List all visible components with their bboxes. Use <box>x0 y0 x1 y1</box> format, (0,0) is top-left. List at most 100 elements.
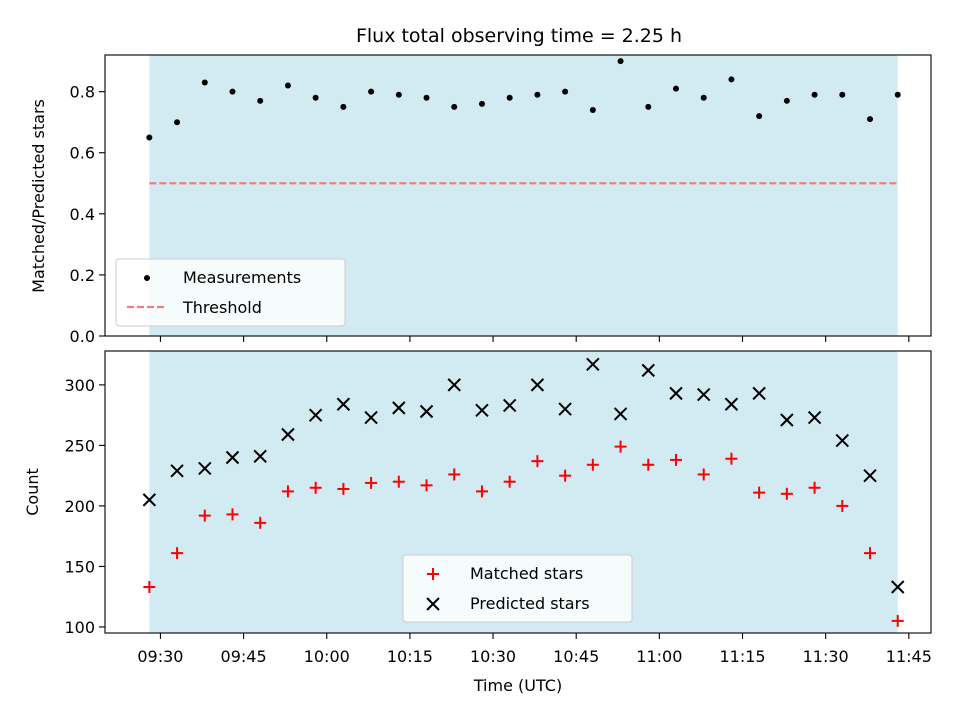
predicted-star-point <box>863 468 877 483</box>
top-y-tick-label: 0.2 <box>70 266 95 285</box>
measurement-point <box>451 103 458 110</box>
bottom-y-axis-label: Count <box>23 468 42 516</box>
predicted-star-point <box>530 378 545 392</box>
x-tick-label: 10:30 <box>470 647 516 666</box>
matched-star-point <box>503 475 516 488</box>
predicted-star-point <box>502 398 517 413</box>
predicted-star-point <box>835 433 850 448</box>
matched-star-point <box>420 479 433 492</box>
predicted-star-point <box>198 461 212 476</box>
measurement-point <box>174 119 181 126</box>
measurement-point <box>312 94 319 101</box>
top-y-tick-label: 0.4 <box>70 205 95 224</box>
predicted-star-point <box>475 403 489 418</box>
predicted-star-point <box>724 397 739 411</box>
bottom-y-tick-label: 300 <box>64 376 95 395</box>
measurement-point <box>562 88 569 95</box>
legend-matched-label: Matched stars <box>470 564 583 583</box>
x-axis-label: Time (UTC) <box>473 676 562 695</box>
measurement-point <box>395 91 402 98</box>
legend-measurements-label: Measurements <box>183 268 301 287</box>
x-tick-label: 10:45 <box>553 647 599 666</box>
top-y-axis-label: Matched/Predicted stars <box>29 99 48 293</box>
predicted-star-point <box>364 410 378 425</box>
top-panel: 0.00.20.40.60.8 Matched/Predicted stars … <box>29 54 932 346</box>
matched-star-point <box>864 547 877 560</box>
matched-star-point <box>143 581 156 594</box>
matched-star-point <box>337 482 350 495</box>
predicted-star-point <box>142 493 157 507</box>
matched-star-point <box>808 481 821 494</box>
bottom-legend: Matched stars Predicted stars <box>402 554 633 623</box>
measurement-point <box>146 134 153 141</box>
measurement-point <box>257 97 264 104</box>
bottom-y-tick-label: 250 <box>64 436 95 455</box>
predicted-star-point <box>669 386 683 401</box>
measurement-point <box>534 91 541 98</box>
matched-star-point <box>448 468 461 481</box>
predicted-star-point <box>697 387 711 402</box>
predicted-star-point <box>641 363 655 378</box>
measurement-point <box>478 100 485 107</box>
matched-star-point <box>753 486 766 499</box>
legend-measurements-marker <box>144 275 150 281</box>
measurement-point <box>894 91 901 98</box>
measurement-point <box>867 116 874 123</box>
top-axes-frame <box>104 54 932 337</box>
bottom-y-tick-label: 100 <box>64 618 95 637</box>
measurement-point <box>672 85 679 92</box>
chart-title: Flux total observing time = 2.25 h <box>356 25 682 47</box>
x-tick-label: 11:45 <box>886 647 932 666</box>
measurement-point <box>340 103 347 110</box>
predicted-star-point <box>447 378 461 392</box>
x-tick-label: 11:30 <box>803 647 849 666</box>
x-tick-label: 10:00 <box>304 647 350 666</box>
measurement-point <box>645 103 652 110</box>
measurement-point <box>589 106 596 113</box>
measurement-point <box>617 58 624 65</box>
measurement-point <box>284 82 291 89</box>
predicted-star-point <box>807 410 822 425</box>
matched-star-point <box>281 485 294 498</box>
x-tick-label: 11:15 <box>719 647 765 666</box>
matched-star-point <box>309 481 322 494</box>
predicted-star-point <box>780 413 794 427</box>
matched-star-point <box>226 508 239 521</box>
legend-threshold-label: Threshold <box>182 298 262 317</box>
bottom-y-tick-label: 150 <box>64 557 95 576</box>
bottom-axes-frame <box>104 350 932 634</box>
top-legend-box <box>115 258 346 327</box>
matched-star-point <box>836 499 849 512</box>
legend-predicted-marker <box>426 597 440 611</box>
matched-star-point <box>697 468 710 481</box>
x-tick-label: 10:15 <box>387 647 433 666</box>
predicted-star-point <box>586 357 600 372</box>
matched-star-point <box>642 458 655 471</box>
bottom-y-tick-label: 200 <box>64 497 95 516</box>
legend-matched-marker <box>427 568 439 580</box>
predicted-star-point <box>308 408 323 422</box>
measurement-point <box>700 94 707 101</box>
predicted-star-point <box>392 401 406 415</box>
measurement-point <box>811 91 818 98</box>
x-tick-label: 09:45 <box>221 647 267 666</box>
measurement-point <box>229 88 236 95</box>
top-y-tick-label: 0.0 <box>70 327 95 346</box>
matched-star-point <box>780 487 793 500</box>
predicted-star-point <box>558 402 572 416</box>
matched-star-point <box>171 547 184 560</box>
measurement-point <box>839 91 846 98</box>
matched-star-point <box>475 485 488 498</box>
measurement-point <box>368 88 375 95</box>
matched-star-point <box>198 509 211 522</box>
predicted-star-point <box>336 397 351 411</box>
measurement-point <box>506 94 513 101</box>
predicted-star-point <box>752 386 766 401</box>
top-y-tick-label: 0.8 <box>70 83 95 102</box>
matched-star-point <box>725 452 738 465</box>
measurement-point <box>783 97 790 104</box>
predicted-star-point <box>225 450 240 465</box>
x-tick-label: 09:30 <box>137 647 183 666</box>
top-y-tick-label: 0.6 <box>70 144 95 163</box>
